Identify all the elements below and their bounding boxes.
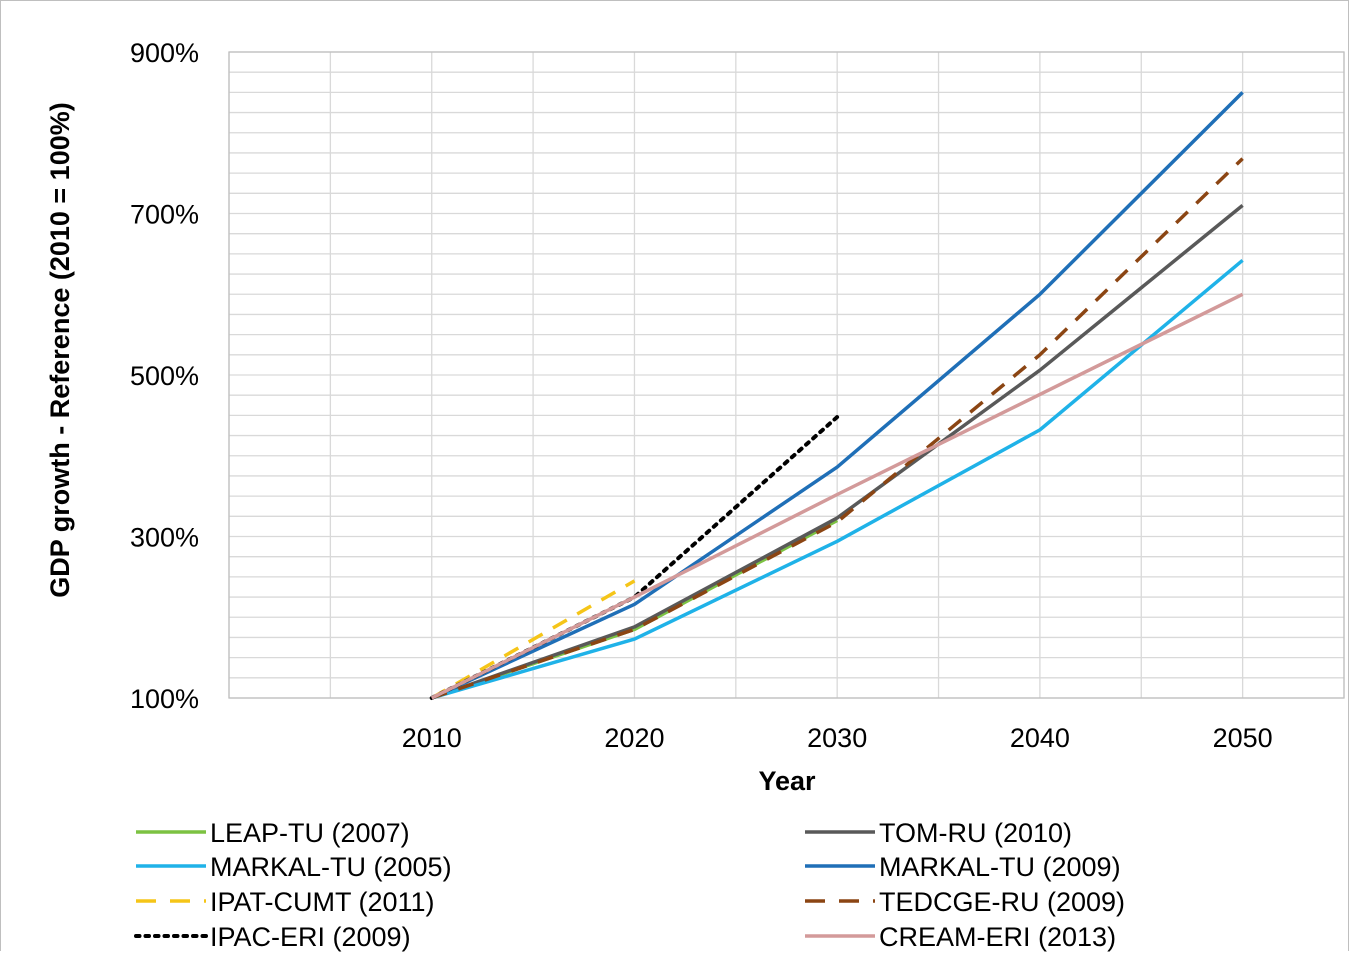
- y-axis-ticks: 100% 300% 500% 700% 900%: [130, 38, 199, 714]
- series-line: [430, 292, 1244, 700]
- x-axis-label: Year: [758, 766, 816, 796]
- series-lines: [429, 91, 1244, 700]
- y-tick-label: 100%: [130, 684, 199, 714]
- x-tick-label: 2050: [1213, 723, 1273, 753]
- legend-label: IPAT-CUMT (2011): [210, 887, 435, 917]
- legend-label: LEAP-TU (2007): [210, 818, 410, 848]
- legend-label: TEDCGE-RU (2009): [879, 887, 1125, 917]
- plot-area: [228, 51, 1345, 699]
- series-line: [431, 258, 1244, 700]
- grid: [228, 51, 1345, 699]
- x-tick-label: 2030: [807, 723, 867, 753]
- y-tick-label: 500%: [130, 361, 199, 391]
- y-tick-label: 300%: [130, 523, 199, 553]
- legend-label: CREAM-ERI (2013): [879, 922, 1116, 952]
- x-tick-label: 2010: [402, 723, 462, 753]
- series-line: [431, 157, 1244, 700]
- y-tick-label: 700%: [130, 200, 199, 230]
- y-tick-label: 900%: [130, 38, 199, 68]
- series-line: [430, 91, 1244, 700]
- plot-border: [228, 51, 1345, 699]
- x-tick-label: 2040: [1010, 723, 1070, 753]
- x-axis-ticks: 2010 2020 2030 2040 2050: [402, 723, 1273, 753]
- legend-label: MARKAL-TU (2005): [210, 852, 452, 882]
- legend: LEAP-TU (2007) TOM-RU (2010) MARKAL-TU (20…: [134, 818, 1125, 952]
- legend-label: MARKAL-TU (2009): [879, 852, 1121, 882]
- legend-label: IPAC-ERI (2009): [210, 922, 411, 952]
- y-axis-label: GDP growth - Reference (2010 = 100%): [45, 102, 75, 597]
- series-line: [430, 579, 636, 700]
- x-tick-label: 2020: [604, 723, 664, 753]
- legend-label: TOM-RU (2010): [879, 818, 1072, 848]
